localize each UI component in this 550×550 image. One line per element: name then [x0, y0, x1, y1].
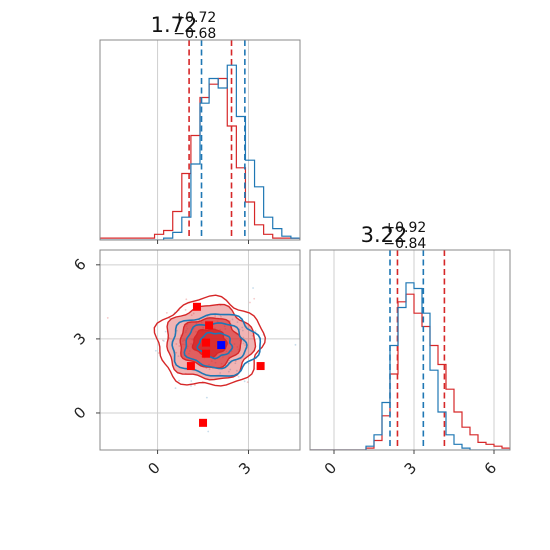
axes-frame [99, 249, 301, 451]
title-value: 1.72 [151, 13, 198, 37]
red-square-marker [205, 321, 214, 330]
panel-title: 1.72 [151, 13, 198, 37]
sample-dot [165, 311, 168, 314]
sample-dot [178, 345, 181, 347]
sample-dot [229, 368, 232, 371]
sample-dot [242, 342, 245, 345]
title-upper-error: +0.92 [383, 220, 426, 236]
red-square-marker [192, 302, 201, 311]
sample-dot [242, 336, 245, 339]
sample-dot [175, 343, 178, 345]
sample-dot [244, 344, 247, 346]
contour-level [196, 331, 234, 360]
sample-dot [207, 430, 210, 433]
histogram-step-line [100, 64, 300, 240]
title-lower-error: −0.84 [383, 236, 426, 252]
red-square-marker [256, 362, 265, 371]
sample-dot [106, 317, 109, 319]
red-square-marker [202, 349, 211, 358]
contour-level [183, 322, 248, 370]
sample-dot [190, 385, 192, 387]
histogram-series [310, 250, 510, 450]
x-tick-label: 3 [235, 459, 254, 478]
sample-dot [236, 321, 239, 324]
sample-dot [241, 326, 244, 329]
sample-dot [190, 314, 193, 316]
sample-dot [190, 380, 193, 382]
grid-lines [100, 250, 300, 450]
x-tick-label: 6 [481, 459, 500, 478]
sample-dot [164, 330, 167, 333]
red-square-marker [202, 338, 211, 347]
red-square-marker [199, 418, 208, 427]
y-tick-label: 3 [70, 329, 89, 348]
sample-dot [243, 380, 246, 383]
title-upper-error: +0.72 [173, 10, 216, 26]
grid-lines [157, 40, 249, 240]
sample-dot [175, 351, 178, 354]
title-value: 3.22 [361, 223, 408, 247]
blue-square-marker [217, 341, 226, 350]
x-ticks [157, 240, 249, 244]
y-tick-label: 6 [70, 255, 89, 274]
axes-frame [99, 39, 301, 241]
sample-dot [247, 362, 250, 365]
sample-dot [235, 369, 238, 372]
histogram-step-line [310, 282, 510, 450]
sample-dot [184, 308, 187, 311]
sample-dot [237, 375, 240, 378]
x-ticks: 0 3 6 [321, 450, 500, 478]
contour-level [171, 313, 262, 377]
sample-dot [185, 298, 188, 301]
sample-dot [161, 339, 164, 342]
histogram-panel-param2: 0 3 6 3.22 +0.92 −0.84 [309, 220, 511, 478]
sample-dot [227, 370, 230, 373]
sample-dot [163, 340, 165, 342]
sample-dot [252, 287, 254, 289]
x-tick-label: 0 [321, 459, 340, 478]
contour-level [153, 294, 267, 387]
sample-dot [254, 330, 257, 332]
sample-dot [249, 301, 251, 304]
title-lower-error: −0.68 [173, 26, 216, 42]
axes-frame [309, 249, 511, 451]
sample-dot [174, 387, 177, 390]
sample-dot [205, 396, 208, 399]
y-tick-label: 0 [70, 403, 89, 422]
sample-dot [294, 343, 297, 346]
histogram-panel-param1: 1.72 +0.72 −0.68 [99, 10, 301, 244]
sample-dot [214, 315, 217, 317]
red-square-marker [90, 426, 98, 434]
panel-title: 3.22 [361, 223, 408, 247]
sample-dot [208, 368, 211, 371]
sample-dot [246, 381, 249, 384]
sample-dot [241, 329, 244, 332]
sample-dot [234, 362, 237, 365]
sample-dot [220, 315, 222, 318]
y-ticks: 0 3 6 [70, 255, 100, 423]
red-square-marker [186, 362, 195, 371]
sample-dot [177, 355, 180, 358]
sample-dot [157, 352, 160, 354]
sample-dot [253, 297, 256, 300]
sample-dot [234, 360, 237, 363]
histogram-series [100, 40, 300, 240]
x-tick-label: 0 [144, 459, 163, 478]
contour-series [90, 287, 297, 434]
sample-dot [192, 312, 195, 315]
sample-dot [154, 349, 157, 352]
sample-dot [231, 318, 234, 321]
x-tick-label: 3 [401, 459, 420, 478]
sample-dot [178, 379, 180, 382]
sample-dot [219, 372, 222, 374]
sample-dot [193, 384, 196, 386]
